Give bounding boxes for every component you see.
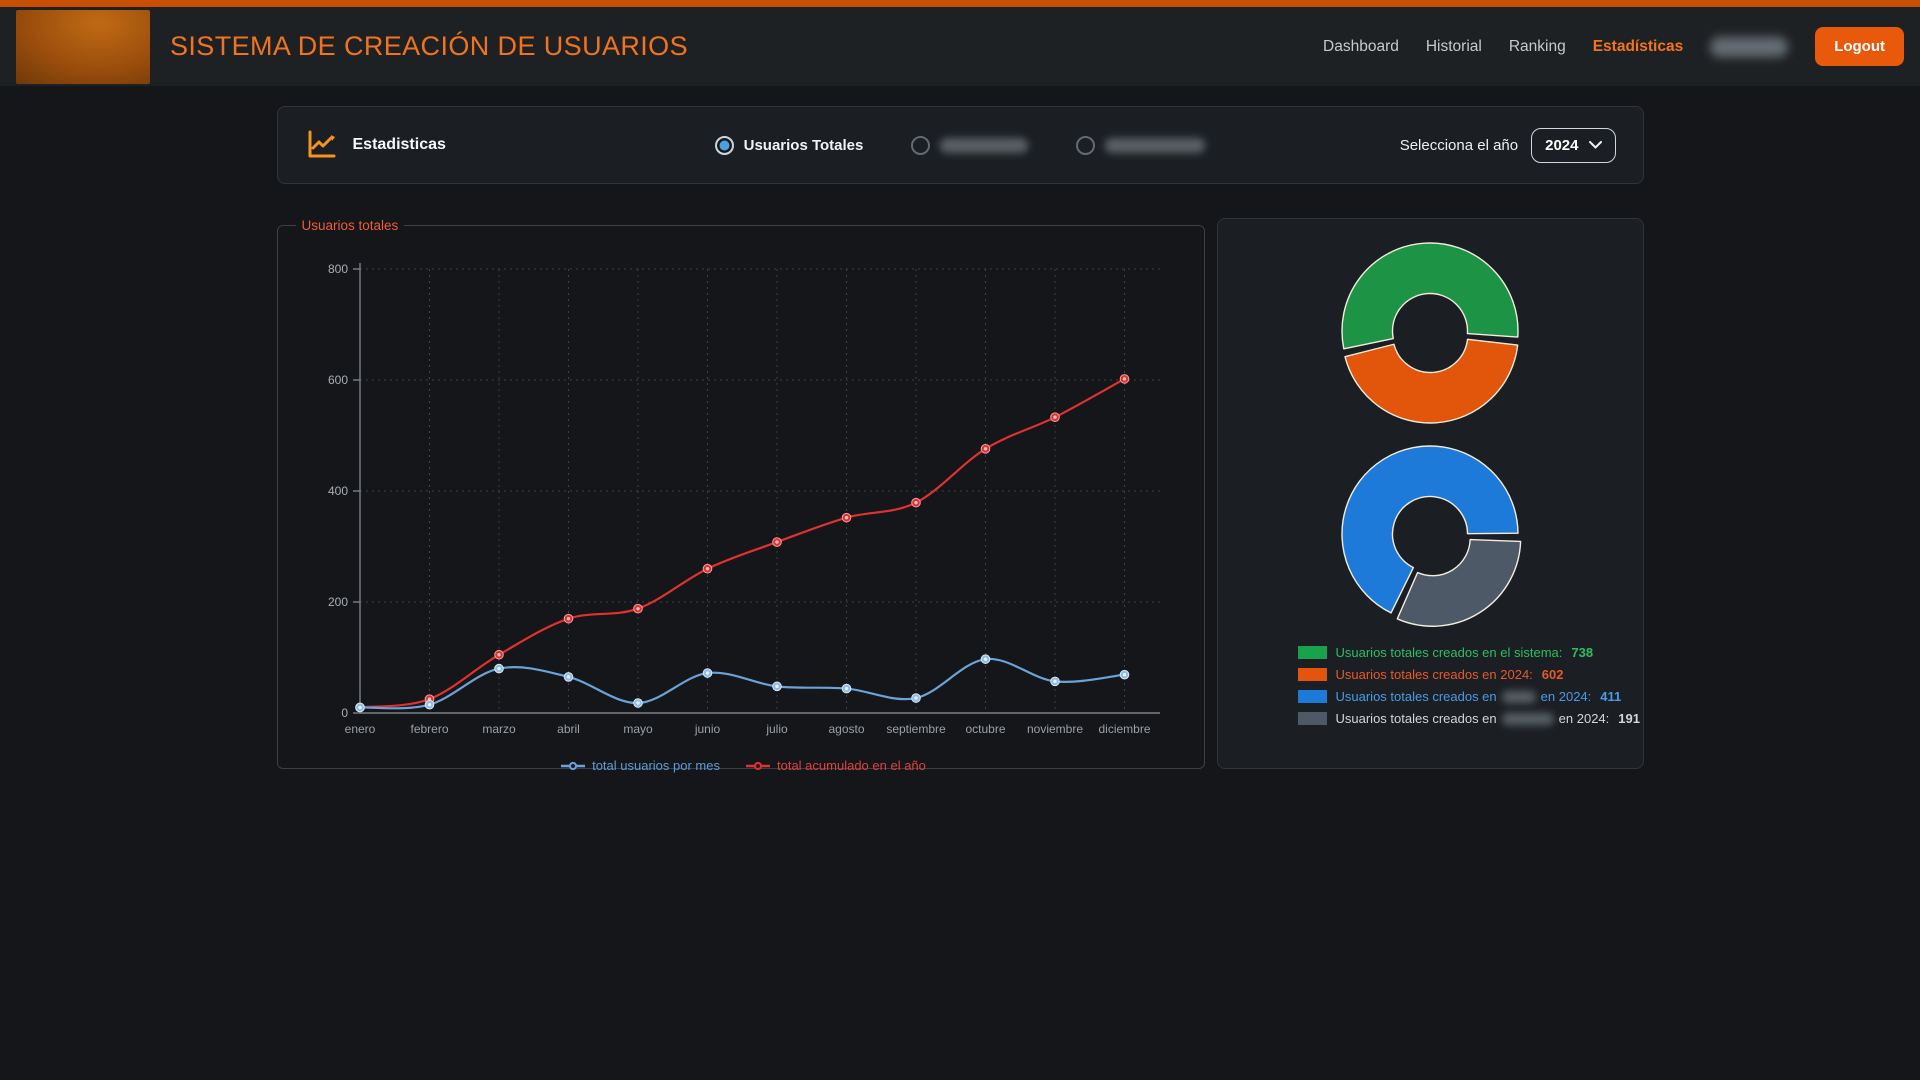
swatch-orange xyxy=(1297,668,1327,681)
svg-text:septiembre: septiembre xyxy=(886,722,946,736)
legend-value: 738 xyxy=(1571,645,1594,660)
svg-text:200: 200 xyxy=(327,595,347,609)
year-select-value: 2024 xyxy=(1545,136,1579,154)
svg-text:0: 0 xyxy=(341,706,348,720)
line-chart-legend: total usuarios por mes total acumulado e… xyxy=(294,758,1194,773)
svg-text:enero: enero xyxy=(344,722,375,736)
radio-label-redacted xyxy=(940,137,1029,153)
username-redacted xyxy=(1710,36,1789,57)
legend-marker-blue xyxy=(561,761,586,770)
radio-unselected-icon[interactable] xyxy=(1076,135,1096,155)
svg-text:600: 600 xyxy=(327,373,347,387)
stats-toolbar: Estadisticas Usuarios Totales Selecciona… xyxy=(276,106,1644,184)
legend-item-monthly: total usuarios por mes xyxy=(561,758,720,773)
legend-text: en 2024: xyxy=(1540,689,1592,704)
legend-value: 191 xyxy=(1618,711,1640,726)
legend-row-sistema: Usuarios totales creados en el sistema: … xyxy=(1297,645,1643,660)
swatch-green xyxy=(1297,646,1327,659)
legend-text-redacted xyxy=(1501,690,1536,703)
swatch-gray xyxy=(1297,712,1327,725)
toolbar-right: Selecciona el año 2024 xyxy=(1366,127,1617,163)
svg-text:noviembre: noviembre xyxy=(1026,722,1082,736)
svg-text:marzo: marzo xyxy=(482,722,516,736)
legend-label-monthly: total usuarios por mes xyxy=(592,758,720,773)
donut-chart-bottom xyxy=(1341,445,1522,627)
legend-row-2024: Usuarios totales creados en 2024: 602 xyxy=(1297,667,1643,682)
year-select-label: Selecciona el año xyxy=(1399,136,1519,154)
legend-text: Usuarios totales creados en xyxy=(1335,711,1497,726)
legend-text: Usuarios totales creados en xyxy=(1335,689,1497,704)
swatch-blue xyxy=(1297,690,1327,703)
nav-item-dashboard[interactable]: Dashboard xyxy=(1323,37,1399,55)
svg-text:mayo: mayo xyxy=(623,722,653,736)
line-chart: 0 200 400 600 800 enero febrero marzo abril mayo j… xyxy=(327,262,1160,736)
svg-text:400: 400 xyxy=(327,484,347,498)
logout-button[interactable]: Logout xyxy=(1815,27,1904,66)
totals-panel: Usuarios totales creados en el sistema: … xyxy=(1216,218,1644,769)
legend-text: Usuarios totales creados en 2024: xyxy=(1335,667,1533,682)
toolbar-left: Estadisticas xyxy=(304,128,554,162)
svg-text:agosto: agosto xyxy=(828,722,864,736)
radio-label: Usuarios Totales xyxy=(743,136,864,154)
dataset-radio-group: Usuarios Totales xyxy=(714,135,1206,155)
nav-item-ranking[interactable]: Ranking xyxy=(1508,37,1566,55)
legend-item-cumulative: total acumulado en el año xyxy=(746,758,926,773)
year-select[interactable]: 2024 xyxy=(1531,127,1617,163)
svg-text:diciembre: diciembre xyxy=(1098,722,1150,736)
svg-text:febrero: febrero xyxy=(410,722,448,736)
legend-value: 602 xyxy=(1541,667,1564,682)
line-chart-card-label: Usuarios totales xyxy=(301,218,399,233)
content-row: Usuarios totales 0 200 400 600 800 enero febre… xyxy=(276,218,1644,773)
main-nav: Dashboard Historial Ranking Estadísticas… xyxy=(1323,27,1904,66)
svg-text:junio: junio xyxy=(693,722,720,736)
line-chart-icon xyxy=(308,130,335,158)
radio-selected-icon[interactable] xyxy=(714,135,734,155)
page-container: Estadisticas Usuarios Totales Selecciona… xyxy=(276,106,1644,773)
chevron-down-icon xyxy=(1589,141,1603,149)
app-logo xyxy=(16,9,150,84)
legend-row-redacted-blue: Usuarios totales creados en en 2024: 411 xyxy=(1297,689,1643,704)
toolbar-heading: Estadisticas xyxy=(352,136,446,153)
svg-text:julio: julio xyxy=(765,722,788,736)
legend-text-redacted xyxy=(1501,712,1554,725)
donut-chart-top xyxy=(1341,242,1519,424)
legend-text: en 2024: xyxy=(1558,711,1610,726)
app-title: SISTEMA DE CREACIÓN DE USUARIOS xyxy=(170,31,688,61)
radio-label-redacted xyxy=(1105,137,1206,153)
legend-value: 411 xyxy=(1600,689,1622,704)
line-chart-card: Usuarios totales 0 200 400 600 800 enero febre… xyxy=(276,218,1205,773)
legend-label-cumulative: total acumulado en el año xyxy=(777,758,926,773)
nav-item-estadisticas[interactable]: Estadísticas xyxy=(1592,37,1684,55)
radio-option-redacted-1[interactable] xyxy=(911,135,1029,155)
radio-usuarios-totales[interactable]: Usuarios Totales xyxy=(714,135,864,155)
nav-item-historial[interactable]: Historial xyxy=(1425,37,1482,55)
radio-option-redacted-2[interactable] xyxy=(1076,135,1206,155)
top-accent-stripe xyxy=(0,0,1920,7)
legend-marker-red xyxy=(746,761,770,770)
radio-unselected-icon[interactable] xyxy=(911,135,931,155)
svg-text:800: 800 xyxy=(327,262,347,276)
svg-text:octubre: octubre xyxy=(965,722,1005,736)
legend-row-redacted-gray: Usuarios totales creados en en 2024: 191 xyxy=(1297,711,1643,726)
legend-text: Usuarios totales creados en el sistema: xyxy=(1335,645,1563,660)
svg-text:abril: abril xyxy=(557,722,580,736)
app-header: SISTEMA DE CREACIÓN DE USUARIOS Dashboar… xyxy=(0,7,1920,86)
totals-legend: Usuarios totales creados en el sistema: … xyxy=(1297,645,1643,726)
